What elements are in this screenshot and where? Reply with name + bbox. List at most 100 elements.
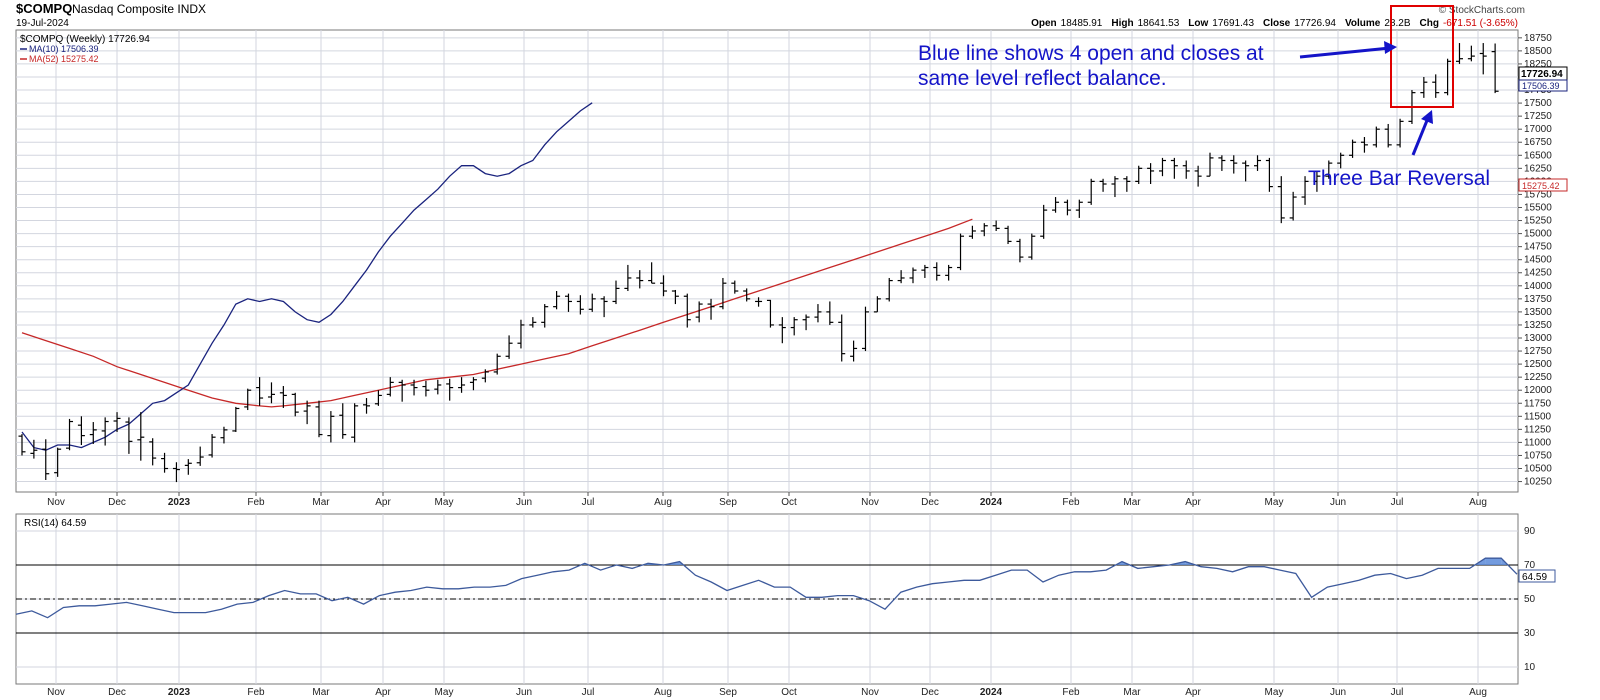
ohlc-bar: [1075, 199, 1083, 218]
price-x-tick-label: Mar: [1123, 497, 1141, 508]
annotation-reversal: Three Bar Reversal: [1308, 167, 1490, 190]
ohlc-bar: [945, 264, 953, 281]
ohlc-bar: [838, 314, 846, 362]
reversal-highlight-box: [1390, 5, 1454, 108]
ohlc-bar: [1158, 157, 1166, 177]
rsi-x-tick-label: 2023: [168, 687, 191, 698]
rsi-y-tick-label: 70: [1524, 560, 1536, 571]
ohlc-bar: [220, 426, 228, 444]
ohlc-bar: [363, 398, 371, 414]
ohlc-bar: [992, 220, 1000, 231]
price-x-axis: Nov Dec 2023 Feb Mar Apr May Jun Jul Aug Sep Oct Nov…: [47, 492, 1487, 508]
price-y-tick-label: 10750: [1524, 450, 1552, 461]
ohlc-bar: [208, 434, 216, 458]
ohlc-bar: [196, 446, 204, 466]
ohlc-bar: [232, 406, 240, 432]
ohlc-bar: [588, 293, 596, 312]
price-x-tick-label: 2023: [168, 497, 191, 508]
ohlc-bar: [541, 304, 549, 328]
ohlc-bar: [850, 340, 858, 362]
stat-value-high: 18641.53: [1138, 18, 1180, 29]
ohlc-bar: [564, 293, 572, 312]
price-y-tick-label: 16250: [1524, 163, 1552, 174]
price-y-tick-label: 13750: [1524, 294, 1552, 305]
rsi-line: [15, 557, 1518, 619]
stat-value-chg: -671.51 (-3.65%): [1443, 18, 1518, 29]
rsi-x-tick-label: Aug: [1469, 687, 1487, 698]
ohlc-bar: [66, 418, 74, 451]
ohlc-bar: [398, 379, 406, 402]
ohlc-bar: [873, 296, 881, 313]
price-x-tick-label: Mar: [312, 497, 330, 508]
ohlc-bar: [553, 291, 561, 310]
ohlc-bar: [1206, 152, 1214, 177]
ohlc-bar: [980, 223, 988, 237]
annotation-blue-line-2: same level reflect balance.: [918, 67, 1167, 90]
ma10-tag-box: [1518, 79, 1568, 92]
legend-ma52: MA(52) 15275.42: [29, 54, 99, 64]
price-y-tick-label: 15250: [1524, 216, 1552, 227]
rsi-y-tick-label: 30: [1524, 628, 1536, 639]
ohlc-bar: [1218, 155, 1226, 171]
ohlc-bar: [707, 298, 715, 320]
rsi-x-tick-label: Mar: [1123, 687, 1141, 698]
price-x-tick-label: Jun: [1330, 497, 1346, 508]
ohlc-bar: [1384, 123, 1392, 148]
ohlc-bar: [267, 382, 275, 404]
stat-value-open: 18485.91: [1061, 18, 1103, 29]
ohlc-bar: [1254, 155, 1262, 171]
ohlc-bar: [1123, 176, 1131, 192]
ohlc-bar: [1289, 191, 1297, 221]
ma10-tag-text: 17506.39: [1522, 81, 1560, 91]
ohlc-bar: [279, 386, 287, 408]
annotation-blue-line-1: Blue line shows 4 open and closes at: [918, 42, 1264, 65]
annotation-arrow-1-shaft: [1299, 46, 1391, 59]
price-y-tick-label: 11250: [1524, 424, 1552, 435]
ohlc-bar: [137, 412, 145, 461]
ohlc-bar: [505, 335, 513, 359]
ohlc-bar: [18, 434, 26, 456]
ohlc-bar: [339, 403, 347, 439]
ohlc-bar: [731, 280, 739, 294]
price-y-tick-label: 14250: [1524, 268, 1552, 279]
ohlc-bar: [719, 277, 727, 310]
ohlc-bar: [1277, 176, 1285, 224]
price-panel: [15, 29, 1519, 493]
price-y-tick-label: 17000: [1524, 124, 1552, 135]
ohlc-bar: [1040, 204, 1048, 239]
annotations: Blue line shows 4 open and closes at sam…: [918, 5, 1490, 190]
ohlc-bar: [315, 400, 323, 438]
rsi-x-tick-label: Sep: [719, 687, 737, 698]
ohlc-bar: [683, 293, 691, 328]
ohlc-bar: [434, 379, 442, 395]
price-y-tick-label: 17500: [1524, 98, 1552, 109]
ohlc-bar: [327, 411, 335, 443]
ohlc-bar: [861, 306, 869, 352]
ohlc-bar: [493, 353, 501, 375]
ohlc-bar: [529, 317, 537, 328]
rsi-line-group: [15, 557, 1518, 619]
price-y-tick-label: 12750: [1524, 346, 1552, 357]
ohlc-bar: [42, 439, 50, 480]
annotation-arrow-2-head: [1421, 110, 1433, 124]
price-y-tick-label: 13000: [1524, 333, 1552, 344]
ohlc-bar: [1111, 176, 1119, 198]
ohlc-bar: [1479, 43, 1487, 75]
ohlc-bar: [755, 297, 763, 307]
ohlc-bar: [1360, 137, 1368, 153]
ohlc-bar: [826, 301, 834, 325]
price-y-tick-label: 16500: [1524, 150, 1552, 161]
ohlc-bar: [30, 439, 38, 459]
price-y-tick-label: 18500: [1524, 46, 1552, 57]
rsi-x-tick-label: Jul: [1391, 687, 1404, 698]
ohlc-bar: [885, 277, 893, 302]
ohlc-bar: [125, 417, 133, 454]
ohlc-bar: [291, 392, 299, 417]
rsi-x-tick-label: Apr: [375, 687, 391, 698]
ohlc-bar: [1242, 160, 1250, 182]
rsi-x-tick-label: Oct: [781, 687, 797, 698]
price-x-tick-label: May: [435, 497, 454, 508]
ohlc-bar: [624, 264, 632, 292]
